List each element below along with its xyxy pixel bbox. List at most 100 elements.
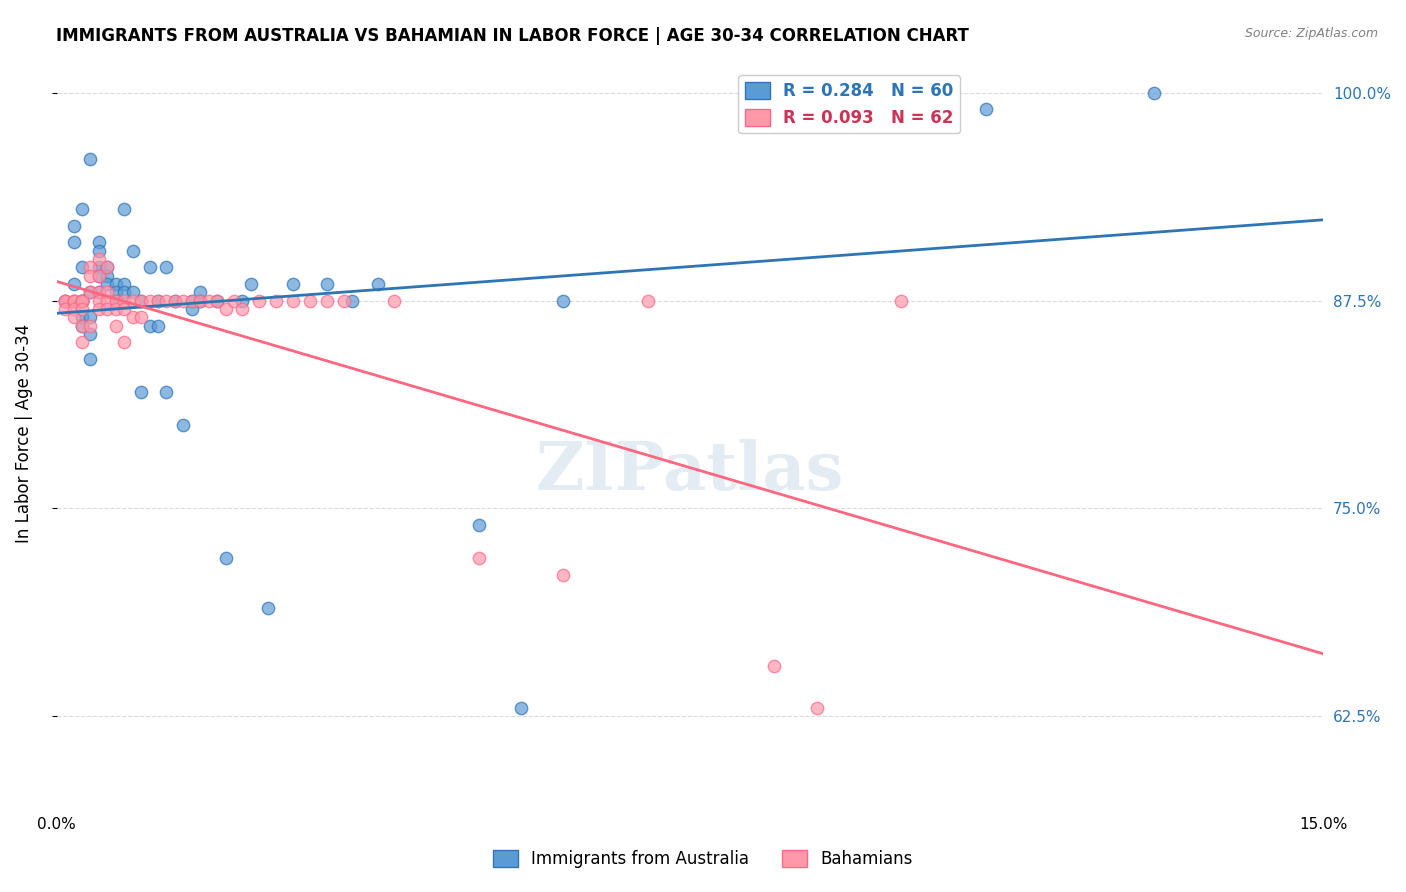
Point [121,285,143,300]
Point [70,293,93,308]
Point [62,219,84,233]
Point [96,268,118,283]
Point [366,277,388,291]
Point [298,293,321,308]
Point [87,285,110,300]
Point [87,235,110,250]
Point [205,293,228,308]
Point [53,301,76,316]
Point [70,318,93,333]
Point [96,260,118,275]
Point [129,293,152,308]
Point [70,318,93,333]
Point [104,293,127,308]
Point [87,285,110,300]
Point [96,285,118,300]
Text: Source: ZipAtlas.com: Source: ZipAtlas.com [1244,27,1378,40]
Point [763,659,786,673]
Legend: Immigrants from Australia, Bahamians: Immigrants from Australia, Bahamians [486,843,920,875]
Point [281,293,304,308]
Point [62,293,84,308]
Point [70,293,93,308]
Point [1143,86,1166,100]
Point [121,293,143,308]
Point [468,518,491,533]
Text: ZIPatlas: ZIPatlas [536,439,844,504]
Point [974,103,997,117]
Point [188,285,211,300]
Point [70,293,93,308]
Point [315,277,337,291]
Point [70,202,93,217]
Point [104,285,127,300]
Point [79,310,101,325]
Point [146,293,169,308]
Point [70,260,93,275]
Point [79,318,101,333]
Point [163,293,186,308]
Point [79,285,101,300]
Point [763,86,786,100]
Point [281,277,304,291]
Point [222,293,245,308]
Point [62,277,84,291]
Point [340,293,363,308]
Point [70,293,93,308]
Point [96,293,118,308]
Point [62,310,84,325]
Point [62,293,84,308]
Point [247,293,270,308]
Point [155,385,177,400]
Point [146,293,169,308]
Point [138,260,160,275]
Point [53,293,76,308]
Point [205,293,228,308]
Point [112,293,135,308]
Point [180,293,202,308]
Point [87,260,110,275]
Point [188,293,211,308]
Y-axis label: In Labor Force | Age 30-34: In Labor Force | Age 30-34 [15,324,32,543]
Point [890,293,912,308]
Point [62,301,84,316]
Point [806,701,828,715]
Point [172,418,194,433]
Point [155,293,177,308]
Point [163,293,186,308]
Point [637,293,659,308]
Point [121,310,143,325]
Point [87,293,110,308]
Point [79,153,101,167]
Point [214,301,236,316]
Point [197,293,219,308]
Point [553,293,575,308]
Point [231,293,253,308]
Point [96,277,118,291]
Point [138,318,160,333]
Point [87,301,110,316]
Point [172,293,194,308]
Point [180,301,202,316]
Point [53,293,76,308]
Point [79,351,101,366]
Point [468,551,491,566]
Point [129,293,152,308]
Point [510,701,533,715]
Point [87,244,110,258]
Point [112,202,135,217]
Point [112,301,135,316]
Text: IMMIGRANTS FROM AUSTRALIA VS BAHAMIAN IN LABOR FORCE | AGE 30-34 CORRELATION CHA: IMMIGRANTS FROM AUSTRALIA VS BAHAMIAN IN… [56,27,969,45]
Point [180,293,202,308]
Point [129,385,152,400]
Point [553,568,575,582]
Point [96,260,118,275]
Point [87,268,110,283]
Point [70,335,93,350]
Point [79,285,101,300]
Point [104,277,127,291]
Point [332,293,354,308]
Point [112,335,135,350]
Point [70,293,93,308]
Point [129,310,152,325]
Point [146,318,169,333]
